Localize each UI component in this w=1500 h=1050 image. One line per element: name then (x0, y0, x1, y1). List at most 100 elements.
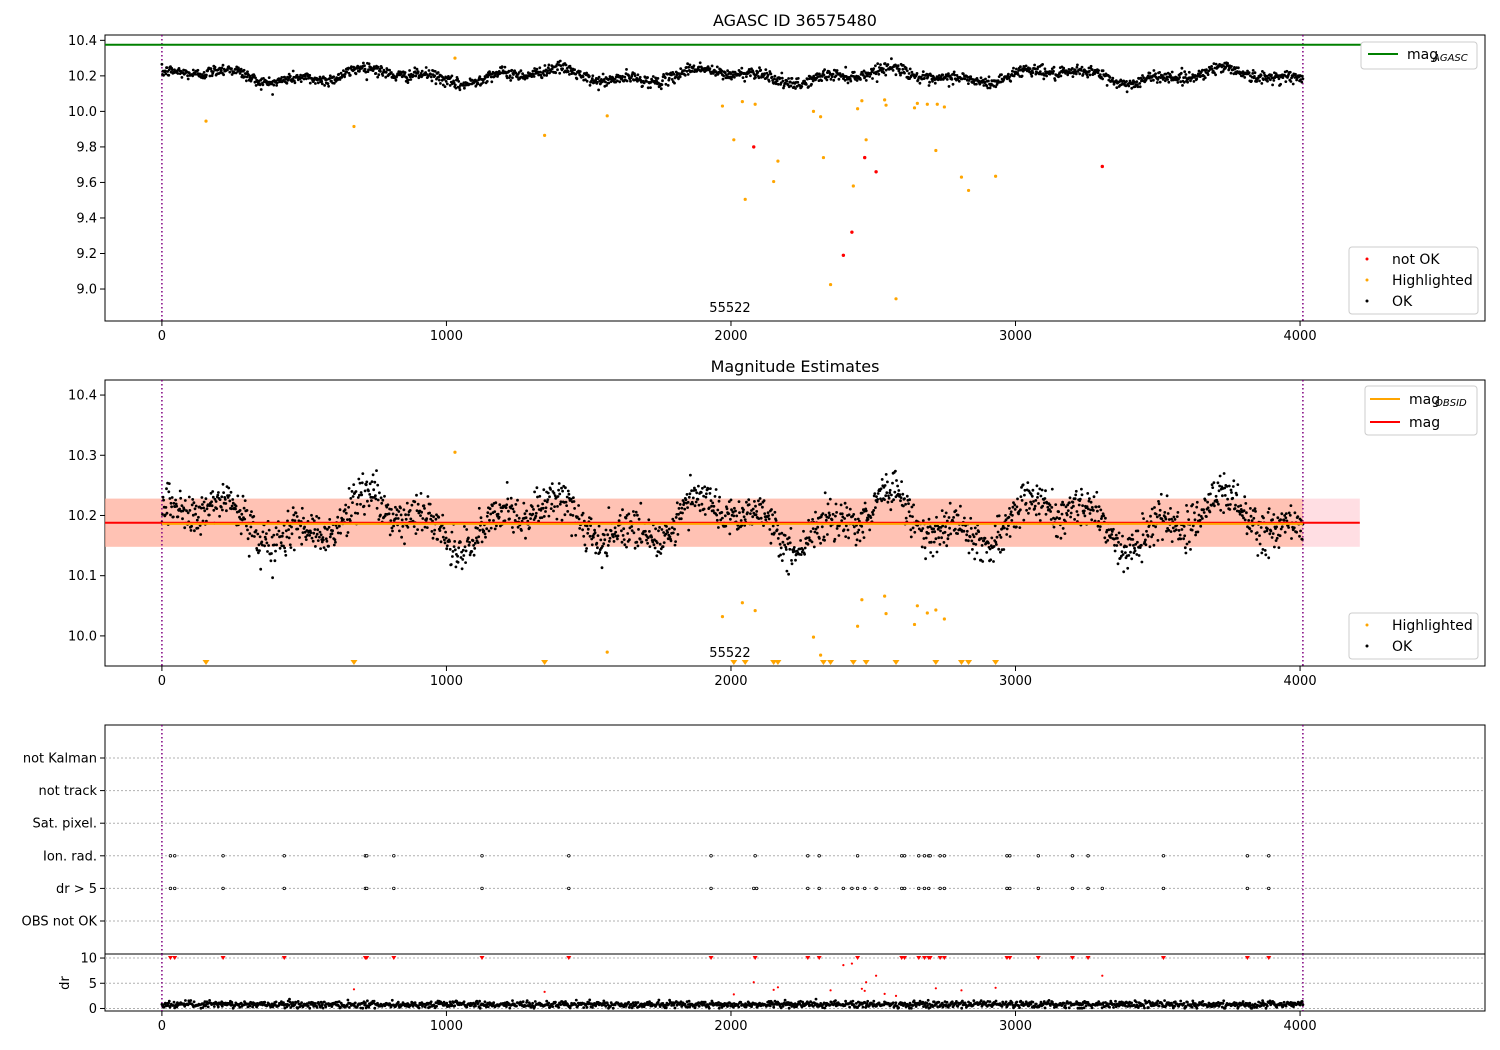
estimates-ok-point (391, 512, 395, 516)
estimates-ok-point (1258, 534, 1261, 537)
estimates-ok-point (248, 532, 252, 535)
agasc-ok-point (686, 73, 690, 76)
estimates-ok-point (541, 502, 544, 506)
agasc-ok-point (697, 65, 701, 69)
estimates-ok-point (245, 509, 249, 512)
estimates-ok-point (907, 502, 910, 505)
estimates-ok-point (180, 504, 184, 507)
agasc-ok-point (516, 75, 519, 79)
estimates-ok-point (1196, 530, 1200, 534)
agasc-ok-point (167, 68, 171, 72)
agasc-ok-point (1187, 70, 1191, 74)
estimates-ok-point (292, 513, 296, 517)
estimates-ok-point (709, 487, 712, 490)
agasc-ok-point (165, 66, 169, 69)
dr-ok-point (192, 1000, 196, 1004)
agasc-ok-point (1285, 69, 1289, 73)
estimates-ok-point (1197, 513, 1201, 517)
estimates-ok-point (876, 492, 880, 495)
estimates-ok-point (1185, 542, 1189, 546)
agasc-ok-point (961, 72, 965, 76)
estimates-ok-point (1218, 484, 1221, 488)
estimates-ok-point (287, 528, 290, 531)
agasc-ok-point (481, 81, 485, 84)
agasc-ok-point (436, 71, 440, 74)
agasc-ok-point (1175, 76, 1179, 79)
estimates-ok-point (322, 538, 325, 542)
estimates-ok-point (215, 507, 219, 510)
agasc-ok-point (963, 77, 967, 81)
estimates-ok-point (1121, 534, 1124, 538)
estimates-ok-point (578, 527, 582, 530)
estimates-ok-point (331, 529, 334, 533)
estimates-ok-point (229, 490, 233, 494)
estimates-ok-point (754, 513, 758, 517)
agasc-ok-point (749, 74, 752, 78)
flag-ion-rad-point (480, 854, 484, 858)
estimates-ok-point (924, 536, 928, 540)
estimates-ok-point (1279, 527, 1283, 531)
estimates-ok-point (383, 494, 386, 498)
estimates-ok-point (1241, 514, 1244, 517)
agasc-ok-point (299, 80, 303, 83)
flag-ion-rad-point (1161, 854, 1166, 858)
estimates-ok-point (566, 510, 570, 513)
dr-ok-point (462, 1000, 466, 1004)
agasc-ok-point (565, 67, 569, 70)
estimates-ok-point (1097, 505, 1101, 508)
agasc-ok-point (1281, 76, 1285, 79)
agasc-ok-point (458, 88, 462, 92)
estimates-ok-point (511, 507, 515, 511)
agasc-ok-point (613, 77, 617, 81)
estimates-ok-point (477, 506, 481, 510)
estimates-ok-point (204, 497, 208, 501)
estimates-ok-point (375, 506, 379, 510)
agasc-ok-point (1226, 61, 1229, 65)
agasc-ok-point (328, 74, 332, 78)
estimates-ok-point (965, 533, 969, 537)
estimates-ok-point (1081, 504, 1084, 507)
agasc-ok-point (1300, 74, 1304, 78)
estimates-ok-point (316, 528, 320, 532)
estimates-highlighted-point (925, 611, 929, 615)
estimates-ok-point (618, 514, 622, 517)
agasc-ok-point (585, 71, 588, 75)
estimates-ok-point (459, 540, 462, 544)
estimates-ok-point (1117, 540, 1120, 544)
estimates-ok-point (358, 493, 361, 497)
estimates-ok-point (193, 529, 196, 533)
estimates-ok-point (508, 517, 511, 521)
estimates-ok-point (662, 541, 666, 544)
estimates-ok-point (1210, 503, 1213, 507)
estimates-ok-point (908, 498, 911, 502)
estimates-ok-point (263, 544, 266, 548)
estimates-point-legend: Highlighted OK (1348, 612, 1479, 660)
estimates-ok-point (350, 514, 353, 518)
estimates-ok-point (311, 517, 314, 521)
estimates-ok-point (433, 528, 437, 532)
flags-category-label: OBS not OK (22, 915, 98, 930)
estimates-ok-point (874, 506, 877, 510)
estimates-ok-point (711, 501, 715, 505)
agasc-ok-point (1033, 67, 1037, 71)
estimates-ok-point (879, 487, 883, 491)
estimates-ok-point (1036, 492, 1040, 496)
estimates-ok-point (846, 528, 850, 532)
agasc-ok-point (745, 75, 748, 78)
agasc-ok-point (1130, 86, 1134, 90)
estimates-obsid-label: 55522 (709, 646, 750, 661)
estimates-x-axis: 0 1000 2000 3000 4000 (158, 666, 1317, 689)
estimates-ok-point (1236, 483, 1240, 486)
agasc-ok-point (538, 66, 542, 70)
agasc-ok-point (374, 72, 378, 75)
agasc-ok-point (921, 73, 925, 77)
estimates-ok-point (1229, 503, 1232, 506)
estimates-ok-point (436, 538, 439, 541)
agasc-ok-point (379, 70, 382, 73)
estimates-ok-point (757, 499, 760, 503)
estimates-ok-point (599, 538, 603, 542)
estimates-ok-point (628, 538, 631, 542)
estimates-ok-point (572, 496, 575, 499)
agasc-ok-point (787, 77, 790, 80)
estimates-ok-point (461, 548, 465, 552)
